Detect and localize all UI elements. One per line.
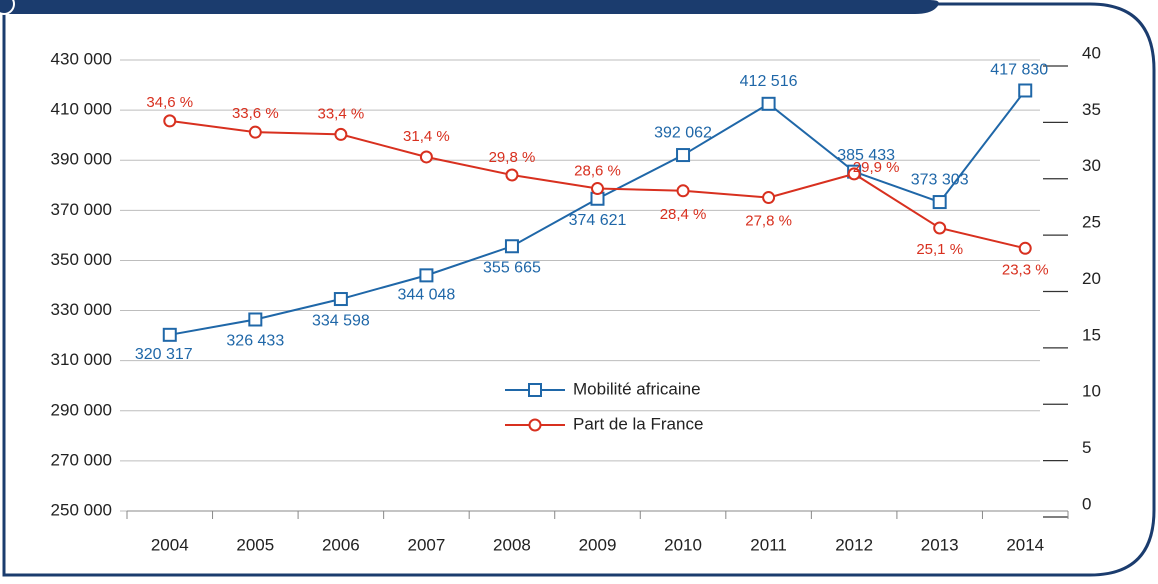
y-tick-label: 390 000 [51, 150, 112, 169]
data-label: 28,4 % [660, 206, 707, 223]
marker [1018, 83, 1033, 98]
y-tick-label: 270 000 [51, 450, 112, 469]
data-label: 326 433 [226, 333, 284, 350]
marker [762, 191, 776, 205]
y2-tick-label: 0 [1082, 494, 1091, 513]
marker [676, 184, 690, 198]
y-tick-label: 430 000 [51, 49, 112, 68]
marker [932, 195, 947, 210]
data-label: 344 048 [397, 287, 455, 304]
x-tick-label: 2013 [921, 535, 959, 554]
marker [419, 268, 434, 283]
y2-tick-label: 40 [1082, 43, 1101, 62]
data-label: 29,8 % [489, 149, 536, 166]
x-tick-label: 2008 [493, 535, 531, 554]
marker [505, 168, 519, 182]
header-bar [0, 0, 939, 14]
marker [933, 221, 947, 235]
data-label: 412 516 [740, 73, 798, 90]
legend-label: Mobilité africaine [573, 379, 701, 398]
legend-marker [528, 383, 542, 397]
y-tick-label: 250 000 [51, 500, 112, 519]
y-tick-label: 350 000 [51, 250, 112, 269]
marker [504, 239, 519, 254]
y2-tick-label: 35 [1082, 100, 1101, 119]
data-label: 34,6 % [146, 94, 193, 111]
data-label: 355 665 [483, 259, 541, 276]
y2-tick-label: 20 [1082, 269, 1101, 288]
x-tick-label: 2009 [579, 535, 617, 554]
data-label: 374 621 [569, 212, 627, 229]
data-label: 29,9 % [853, 159, 900, 176]
data-label: 23,3 % [1002, 261, 1049, 278]
data-label: 385 433 [837, 147, 895, 164]
data-label: 417 830 [990, 62, 1048, 79]
y2-tick-label: 25 [1082, 213, 1101, 232]
legend-marker [528, 418, 542, 432]
data-label: 33,4 % [318, 105, 365, 122]
data-label: 25,1 % [916, 241, 963, 258]
data-label: 334 598 [312, 312, 370, 329]
marker [163, 114, 177, 128]
data-label: 373 303 [911, 171, 969, 188]
data-label: 31,4 % [403, 128, 450, 145]
marker [761, 96, 776, 111]
data-label: 320 317 [135, 346, 193, 363]
x-tick-label: 2006 [322, 535, 360, 554]
data-label: 33,6 % [232, 105, 279, 122]
marker [162, 327, 177, 342]
header-icon [0, 0, 15, 15]
y-tick-label: 290 000 [51, 400, 112, 419]
y2-tick-label: 5 [1082, 438, 1091, 457]
legend-label: Part de la France [573, 414, 703, 433]
x-tick-label: 2010 [664, 535, 702, 554]
marker [419, 150, 433, 164]
data-label: 392 062 [654, 124, 712, 141]
marker [847, 167, 861, 181]
y-tick-label: 370 000 [51, 200, 112, 219]
y-tick-label: 330 000 [51, 300, 112, 319]
marker [248, 312, 263, 327]
y2-tick-label: 30 [1082, 156, 1101, 175]
marker [1018, 241, 1032, 255]
marker [333, 292, 348, 307]
data-label: 28,6 % [574, 163, 621, 180]
marker [676, 148, 691, 163]
x-tick-label: 2012 [835, 535, 873, 554]
marker [334, 127, 348, 141]
x-tick-label: 2004 [151, 535, 189, 554]
x-tick-label: 2005 [236, 535, 274, 554]
x-tick-label: 2011 [750, 535, 787, 554]
x-tick-label: 2007 [407, 535, 445, 554]
y-tick-label: 410 000 [51, 100, 112, 119]
y2-tick-label: 15 [1082, 325, 1101, 344]
y2-tick-label: 10 [1082, 382, 1101, 401]
y-tick-label: 310 000 [51, 350, 112, 369]
marker [591, 182, 604, 196]
x-tick-label: 2014 [1006, 535, 1044, 554]
marker [248, 125, 262, 139]
data-label: 27,8 % [745, 213, 792, 230]
